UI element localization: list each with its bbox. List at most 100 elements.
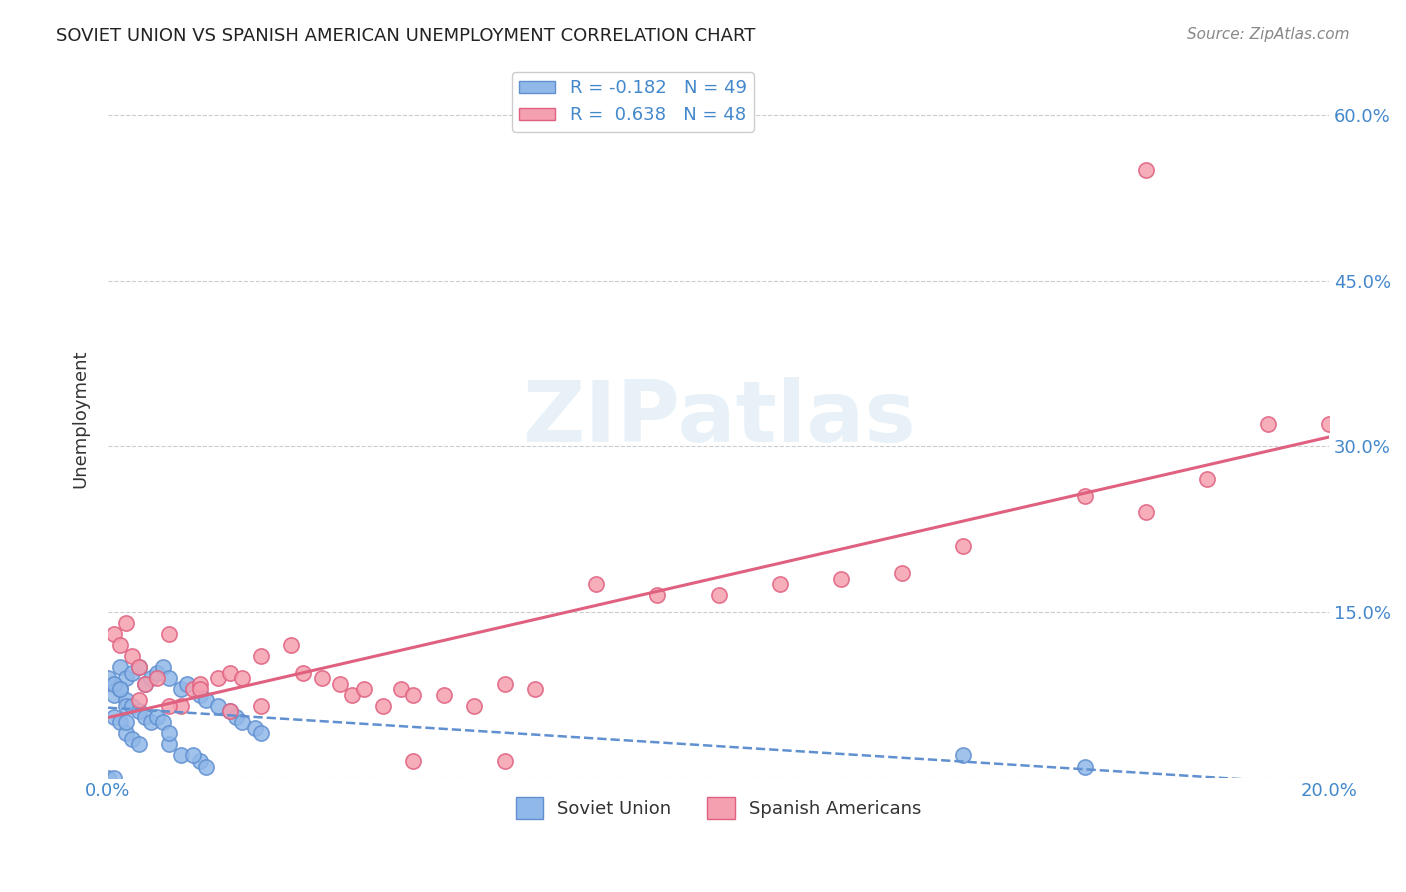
Point (115, 715, 138, 730)
Point (329, 676, 352, 690)
Point (108, 660, 131, 674)
Point (103, 627, 125, 641)
Point (1074, 489, 1097, 503)
Point (183, 682, 205, 697)
Point (115, 698, 138, 713)
Point (115, 693, 138, 707)
Point (1074, 759, 1097, 773)
Point (1135, 506, 1157, 520)
Point (494, 754, 516, 768)
Point (231, 671, 253, 685)
Point (1135, 163, 1157, 178)
Point (768, 577, 790, 591)
Point (97, 771, 120, 785)
Point (146, 671, 169, 685)
Point (1317, 417, 1340, 431)
Point (134, 710, 156, 724)
Point (207, 698, 229, 713)
Point (103, 710, 125, 724)
Point (146, 710, 169, 724)
Point (952, 748, 974, 763)
Point (152, 715, 174, 730)
Point (170, 748, 193, 763)
Point (371, 698, 394, 713)
Point (157, 726, 180, 740)
Point (128, 660, 150, 674)
Point (188, 676, 211, 690)
Point (249, 648, 271, 663)
Point (280, 638, 302, 652)
Point (249, 698, 271, 713)
Point (194, 693, 217, 707)
Point (134, 676, 156, 690)
Point (1195, 472, 1218, 486)
Point (121, 665, 143, 680)
Point (152, 660, 174, 674)
Point (157, 627, 180, 641)
Point (231, 715, 253, 730)
Point (207, 671, 229, 685)
Point (219, 704, 242, 718)
Text: ZIPatlas: ZIPatlas (522, 377, 915, 460)
Point (157, 738, 180, 752)
Point (292, 665, 315, 680)
Point (108, 638, 131, 652)
Text: SOVIET UNION VS SPANISH AMERICAN UNEMPLOYMENT CORRELATION CHART: SOVIET UNION VS SPANISH AMERICAN UNEMPLO… (56, 27, 755, 45)
Point (647, 588, 669, 602)
Point (194, 759, 217, 773)
Point (128, 704, 150, 718)
Point (170, 682, 193, 697)
Point (157, 671, 180, 685)
Point (494, 676, 516, 690)
Point (830, 572, 852, 586)
Point (115, 671, 138, 685)
Point (1257, 417, 1279, 431)
Point (585, 577, 607, 591)
Point (103, 771, 125, 785)
Point (115, 726, 138, 740)
Point (121, 698, 143, 713)
Point (219, 665, 242, 680)
Point (340, 688, 363, 702)
Point (188, 682, 211, 697)
Point (121, 648, 143, 663)
Point (128, 738, 150, 752)
Point (103, 676, 125, 690)
Point (108, 682, 131, 697)
Point (134, 676, 156, 690)
Point (225, 710, 247, 724)
Point (952, 539, 974, 553)
Point (103, 688, 125, 702)
Y-axis label: Unemployment: Unemployment (72, 350, 89, 488)
Point (524, 682, 547, 697)
Point (402, 688, 425, 702)
Text: Source: ZipAtlas.com: Source: ZipAtlas.com (1187, 27, 1350, 42)
Point (402, 754, 425, 768)
Point (433, 688, 456, 702)
Point (176, 676, 198, 690)
Point (183, 748, 205, 763)
Point (108, 715, 131, 730)
Point (707, 588, 730, 602)
Point (463, 698, 485, 713)
Point (121, 731, 143, 746)
Point (128, 660, 150, 674)
Point (97, 671, 120, 685)
Point (243, 721, 266, 735)
Point (108, 682, 131, 697)
Point (139, 671, 162, 685)
Point (353, 682, 375, 697)
Point (188, 688, 211, 702)
Point (103, 676, 125, 690)
Legend: Soviet Union, Spanish Americans: Soviet Union, Spanish Americans (509, 789, 928, 826)
Point (157, 698, 180, 713)
Point (139, 715, 162, 730)
Point (146, 665, 169, 680)
Point (115, 615, 138, 630)
Point (389, 682, 412, 697)
Point (311, 671, 333, 685)
Point (219, 704, 242, 718)
Point (249, 726, 271, 740)
Point (128, 693, 150, 707)
Point (188, 754, 211, 768)
